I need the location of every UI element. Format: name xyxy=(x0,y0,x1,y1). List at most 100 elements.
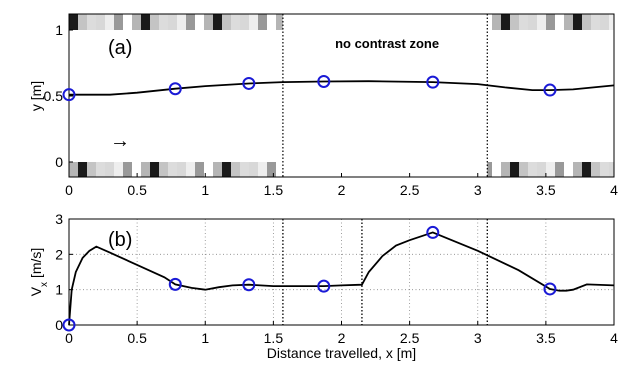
y-axis-label: Vx [m/s] xyxy=(28,248,50,297)
texture-block xyxy=(501,14,510,30)
texture-block xyxy=(186,162,195,177)
data-point-marker xyxy=(168,82,182,96)
texture-block xyxy=(537,162,546,177)
texture-block xyxy=(510,14,519,30)
texture-block xyxy=(105,14,114,30)
y-axis-label-subscript: x xyxy=(39,282,50,287)
x-tick-label: 3.5 xyxy=(536,330,556,346)
texture-block xyxy=(582,14,591,30)
texture-block xyxy=(609,14,614,30)
texture-block xyxy=(177,162,186,177)
texture-block xyxy=(519,162,528,177)
texture-block xyxy=(591,14,600,30)
data-point-marker xyxy=(426,75,440,89)
panel-a: 0 0.5 1 1.5 2 2.5 3 3.5 4 00.51 (a) no contrast … xyxy=(28,13,618,198)
x-tick-label: 3 xyxy=(474,330,482,346)
texture-block xyxy=(96,14,105,30)
texture-block xyxy=(141,14,150,30)
x-axis-label: Distance travelled, x [m] xyxy=(267,345,416,361)
data-point-marker xyxy=(242,278,256,292)
texture-block xyxy=(492,14,501,30)
texture-block xyxy=(132,14,141,30)
texture-block xyxy=(123,14,132,30)
y-tick-label: 3 xyxy=(55,211,63,227)
texture-block xyxy=(177,14,186,30)
texture-block xyxy=(150,14,159,30)
texture-block xyxy=(492,162,501,177)
texture-block xyxy=(159,162,168,177)
panel-label-b: (b) xyxy=(108,229,132,251)
texture-block xyxy=(609,162,614,177)
texture-block xyxy=(591,162,600,177)
texture-block xyxy=(528,162,537,177)
texture-block xyxy=(78,162,87,177)
y-axis-label-main: V xyxy=(28,286,44,296)
texture-block xyxy=(150,162,159,177)
direction-arrow-icon: → xyxy=(110,130,130,152)
texture-block xyxy=(159,14,168,30)
texture-block xyxy=(141,162,150,177)
texture-block xyxy=(168,162,177,177)
texture-block xyxy=(600,162,609,177)
texture-block xyxy=(564,162,573,177)
y-axis-ticks: 00.51 xyxy=(44,22,73,170)
x-tick-label: 1.5 xyxy=(264,182,284,198)
texture-block xyxy=(204,162,213,177)
data-point-marker xyxy=(426,225,440,239)
texture-block xyxy=(258,162,267,177)
texture-block xyxy=(69,162,78,177)
x-tick-label: 1.5 xyxy=(264,330,284,346)
data-point-marker xyxy=(168,277,182,291)
panel-label-a: (a) xyxy=(108,37,132,59)
texture-block xyxy=(573,162,582,177)
no-contrast-zone-background xyxy=(282,14,488,30)
texture-block xyxy=(267,14,276,30)
x-tick-label: 2.5 xyxy=(400,182,420,198)
no-contrast-zone-label: no contrast zone xyxy=(335,36,439,51)
texture-block xyxy=(69,14,78,30)
texture-block xyxy=(249,162,258,177)
texture-block xyxy=(510,162,519,177)
x-tick-label: 4 xyxy=(610,182,618,198)
data-point-marker xyxy=(62,88,76,102)
x-tick-label: 1 xyxy=(201,330,209,346)
data-point-marker xyxy=(543,282,557,296)
texture-block xyxy=(555,14,564,30)
texture-block xyxy=(204,14,213,30)
texture-block xyxy=(132,162,141,177)
x-tick-label: 3.5 xyxy=(536,182,556,198)
grid-lines xyxy=(69,219,614,325)
texture-block xyxy=(600,14,609,30)
texture-block xyxy=(213,14,222,30)
no-contrast-zone-background xyxy=(282,162,488,177)
no-contrast-zone-boundaries xyxy=(282,14,488,177)
data-point-marker xyxy=(62,318,76,332)
texture-block xyxy=(87,162,96,177)
y-tick-label: 0 xyxy=(55,317,63,333)
texture-block xyxy=(276,14,285,30)
y-tick-label: 0 xyxy=(55,154,63,170)
data-point-marker xyxy=(317,74,331,88)
x-tick-label: 2 xyxy=(338,330,346,346)
texture-block xyxy=(258,14,267,30)
texture-block xyxy=(546,162,555,177)
texture-block xyxy=(186,14,195,30)
texture-block xyxy=(78,14,87,30)
dotted-reference-lines xyxy=(282,219,488,325)
y-axis-label-unit: [m/s] xyxy=(28,248,44,282)
series-group xyxy=(62,74,615,102)
x-axis-ticks: 0 0.5 1 1.5 2 2.5 3 3.5 4 xyxy=(65,321,618,346)
texture-block xyxy=(573,14,582,30)
texture-block xyxy=(582,162,591,177)
texture-block xyxy=(96,162,105,177)
texture-block xyxy=(267,162,276,177)
texture-block xyxy=(276,162,285,177)
texture-block xyxy=(555,162,564,177)
y-tick-label: 1 xyxy=(55,22,63,38)
x-tick-label: 0 xyxy=(65,182,73,198)
x-tick-label: 2 xyxy=(338,182,346,198)
y-tick-label: 0.5 xyxy=(44,88,64,104)
x-tick-label: 0 xyxy=(65,330,73,346)
texture-block xyxy=(222,14,231,30)
texture-block xyxy=(123,162,132,177)
